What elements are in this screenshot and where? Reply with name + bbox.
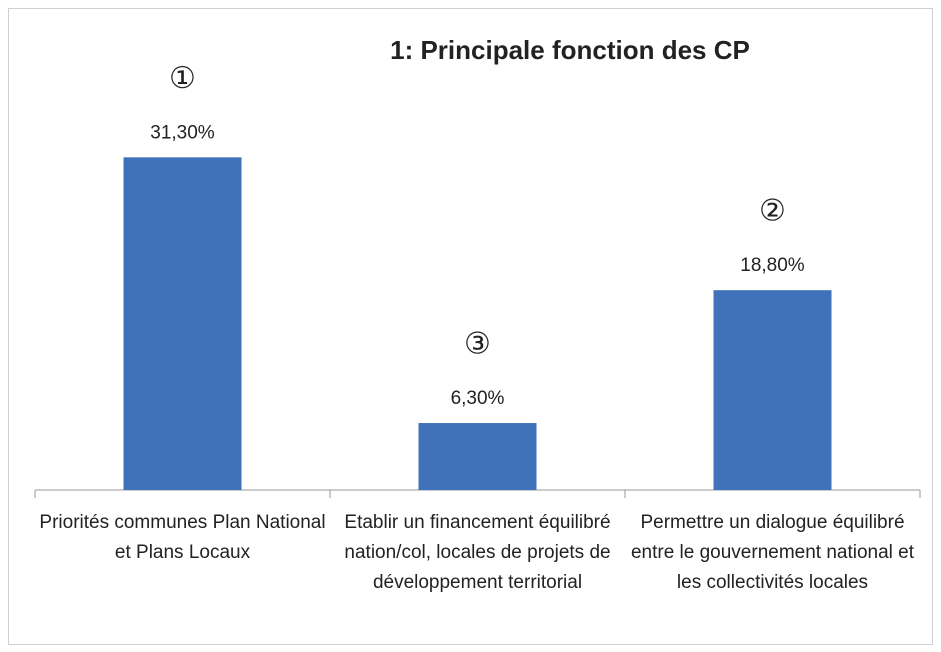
value-label: 6,30% xyxy=(451,388,505,409)
bar xyxy=(713,290,832,490)
bar xyxy=(418,423,537,490)
chart-frame xyxy=(8,8,933,645)
rank-label: ① xyxy=(169,61,196,96)
rank-label: ② xyxy=(759,194,786,229)
x-tick-label: Permettre un dialogue équilibré entre le… xyxy=(630,512,915,593)
bar xyxy=(123,157,242,490)
rank-label: ③ xyxy=(464,327,491,362)
x-tick-label: Priorités communes Plan National et Plan… xyxy=(39,512,326,563)
value-label: 31,30% xyxy=(150,122,215,143)
x-tick-label: Etablir un financement équilibré nation/… xyxy=(344,512,611,593)
chart-title: 1: Principale fonction des CP xyxy=(390,35,750,65)
value-label: 18,80% xyxy=(740,255,805,276)
